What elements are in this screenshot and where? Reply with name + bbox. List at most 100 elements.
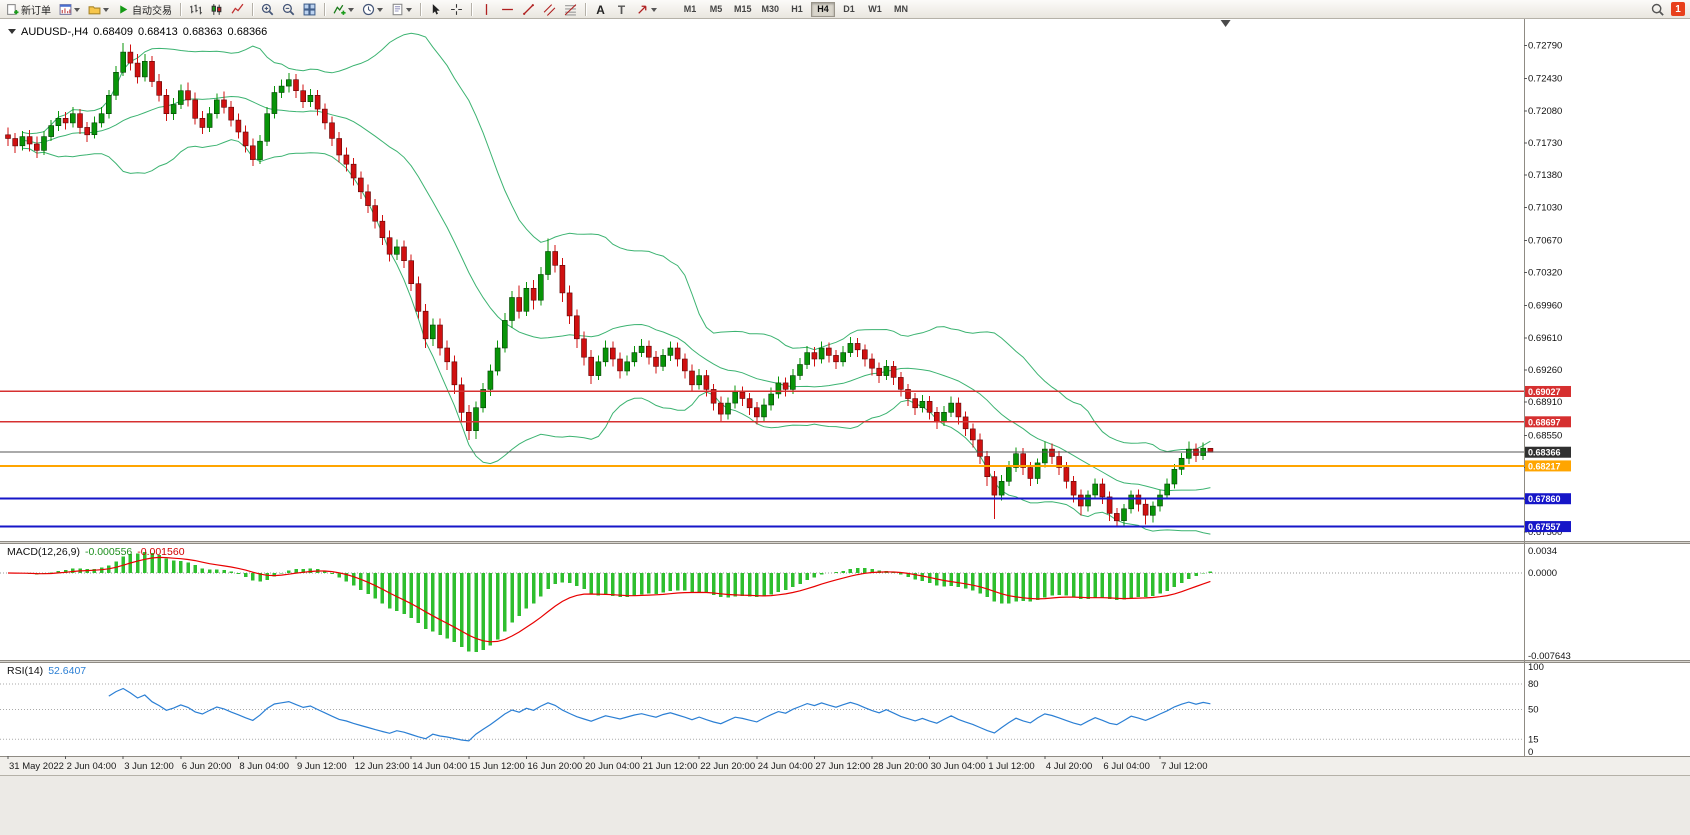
timeframe-mn-button[interactable]: MN	[889, 2, 913, 17]
timeframe-toolbar: M1 M5 M15 M30 H1 H4 D1 W1 MN	[677, 1, 914, 17]
text-label-button[interactable]: T	[612, 1, 631, 17]
svg-text:21 Jun 12:00: 21 Jun 12:00	[643, 761, 698, 772]
svg-text:0.72790: 0.72790	[1528, 41, 1562, 52]
bars-mode-button[interactable]	[186, 1, 205, 17]
svg-text:0.0000: 0.0000	[1528, 568, 1557, 579]
candles	[5, 42, 1214, 526]
chart-bg	[0, 19, 1690, 775]
fibonacci-button[interactable]	[561, 1, 580, 17]
price-badge	[1525, 385, 1571, 397]
rsi-line	[108, 687, 1211, 742]
periods-button[interactable]	[359, 1, 386, 17]
svg-text:14 Jun 04:00: 14 Jun 04:00	[412, 761, 467, 772]
timeframe-h4-button[interactable]: H4	[811, 1, 836, 17]
cursor-icon	[432, 3, 440, 14]
bars-icon	[190, 4, 202, 14]
candles-mode-button[interactable]	[207, 1, 226, 17]
tile-icon	[303, 3, 316, 15]
play-icon	[120, 4, 128, 14]
new-chart-button[interactable]	[56, 1, 83, 17]
svg-text:0.72080: 0.72080	[1528, 106, 1562, 117]
svg-text:12 Jun 23:00: 12 Jun 23:00	[355, 761, 410, 772]
macd-signal-value: -0.001560	[137, 546, 185, 558]
vertical-line-button[interactable]	[477, 1, 496, 17]
timeframe-m5-button[interactable]: M5	[704, 2, 728, 17]
panel-separator[interactable]	[0, 541, 1690, 544]
toolbar-separator	[585, 2, 586, 16]
trendline-icon	[523, 3, 534, 15]
price-badge-label: 0.68366	[1528, 448, 1561, 458]
profiles-button[interactable]	[85, 1, 112, 17]
chevron-down-icon	[406, 7, 412, 15]
timeframe-h1-button[interactable]: H1	[785, 2, 809, 17]
svg-text:9 Jun 12:00: 9 Jun 12:00	[297, 761, 347, 772]
new-order-icon	[7, 3, 19, 15]
chart-window-icon	[59, 3, 72, 15]
timeframe-m30-button[interactable]: M30	[758, 2, 784, 17]
svg-text:0.67500: 0.67500	[1528, 527, 1562, 538]
svg-text:22 Jun 20:00: 22 Jun 20:00	[700, 761, 755, 772]
templates-button[interactable]	[388, 1, 415, 17]
price-badge	[1525, 446, 1571, 458]
text-t-icon: T	[618, 3, 626, 16]
chevron-down-icon	[348, 7, 354, 15]
svg-text:-0.007643: -0.007643	[1528, 651, 1571, 662]
panel-separator[interactable]	[0, 660, 1690, 663]
equidistant-channel-button[interactable]	[540, 1, 559, 17]
svg-text:A: A	[596, 3, 605, 16]
svg-text:0.69260: 0.69260	[1528, 365, 1562, 376]
time-axis: 31 May 2022 2 Jun 04:00 3 Jun 12:00 6 Jun 2…	[7, 756, 1207, 772]
rsi-value: 52.6407	[48, 665, 87, 677]
toolbar-separator	[471, 2, 472, 16]
rsi-name: RSI(14)	[7, 665, 44, 677]
macd-name: MACD(12,26,9)	[7, 546, 80, 558]
auto-trading-button[interactable]: 自动交易	[114, 1, 175, 17]
hline-icon	[502, 8, 513, 10]
svg-text:0.68910: 0.68910	[1528, 397, 1562, 408]
toolbar-separator	[324, 2, 325, 16]
zoom-out-button[interactable]	[279, 1, 298, 17]
symbol-period-label: AUDUSD-,H4	[21, 25, 89, 38]
cursor-button[interactable]	[426, 1, 445, 17]
new-order-label: 新订单	[21, 5, 51, 17]
price-badge	[1525, 521, 1571, 533]
crosshair-button[interactable]	[447, 1, 466, 17]
svg-text:0.68550: 0.68550	[1528, 430, 1562, 441]
svg-text:24 Jun 04:00: 24 Jun 04:00	[758, 761, 813, 772]
svg-text:15 Jun 12:00: 15 Jun 12:00	[470, 761, 525, 772]
svg-text:28 Jun 20:00: 28 Jun 20:00	[873, 761, 928, 772]
notification-badge[interactable]: 1	[1671, 2, 1685, 16]
line-mode-button[interactable]	[228, 1, 247, 17]
search-icon[interactable]	[1648, 1, 1667, 17]
new-order-button[interactable]: 新订单	[3, 1, 54, 17]
svg-text:16 Jun 20:00: 16 Jun 20:00	[527, 761, 582, 772]
timeframe-m15-button[interactable]: M15	[730, 2, 756, 17]
svg-text:0.0034: 0.0034	[1528, 546, 1557, 557]
timeframe-w1-button[interactable]: W1	[863, 2, 887, 17]
svg-text:0.69610: 0.69610	[1528, 333, 1562, 344]
indicators-button[interactable]	[330, 1, 357, 17]
svg-text:0.69960: 0.69960	[1528, 301, 1562, 312]
chart-shift-marker[interactable]	[1220, 20, 1231, 27]
svg-text:6 Jun 20:00: 6 Jun 20:00	[182, 761, 232, 772]
one-click-trading-arrow[interactable]	[8, 29, 16, 38]
tile-windows-button[interactable]	[300, 1, 319, 17]
timeframe-m1-button[interactable]: M1	[678, 2, 702, 17]
svg-text:31 May 2022: 31 May 2022	[9, 761, 64, 772]
indicators-icon	[333, 4, 346, 15]
arrows-button[interactable]	[633, 1, 660, 17]
text-button[interactable]: A	[591, 1, 610, 17]
price-badge	[1525, 493, 1571, 505]
trendline-button[interactable]	[519, 1, 538, 17]
zoom-in-icon	[261, 3, 274, 15]
template-icon	[392, 3, 403, 15]
status-bar	[0, 775, 1690, 835]
timeframe-d1-button[interactable]: D1	[837, 2, 861, 17]
horizontal-line-button[interactable]	[498, 1, 517, 17]
zoom-in-button[interactable]	[258, 1, 277, 17]
svg-text:80: 80	[1528, 679, 1539, 690]
chart-canvas[interactable]: 0.72790 0.72430 0.72080 0.71730 0.71380 0.710…	[0, 19, 1690, 775]
svg-text:0: 0	[1528, 747, 1533, 758]
toolbar-separator	[420, 2, 421, 16]
